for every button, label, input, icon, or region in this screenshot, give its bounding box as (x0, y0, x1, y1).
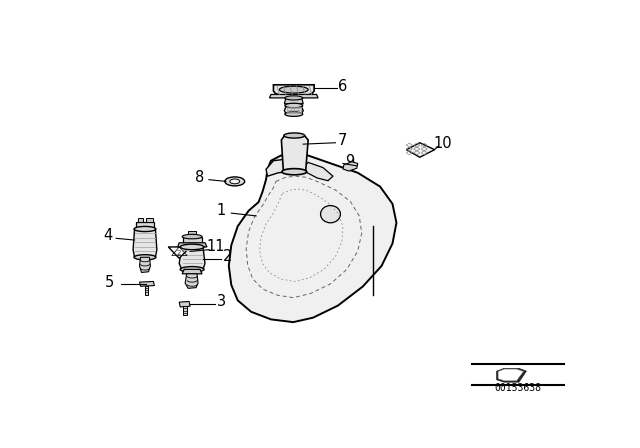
Polygon shape (182, 306, 187, 315)
Polygon shape (138, 218, 143, 222)
Polygon shape (498, 369, 524, 381)
Polygon shape (188, 232, 196, 237)
Text: 8: 8 (195, 170, 205, 185)
Polygon shape (406, 143, 435, 157)
Polygon shape (266, 159, 294, 176)
Polygon shape (284, 106, 303, 114)
Ellipse shape (285, 96, 303, 100)
Polygon shape (133, 229, 157, 257)
Ellipse shape (225, 177, 244, 186)
Ellipse shape (284, 133, 305, 138)
Polygon shape (284, 98, 303, 104)
Polygon shape (136, 222, 154, 229)
Text: 9: 9 (345, 154, 354, 169)
Ellipse shape (182, 234, 202, 239)
Ellipse shape (134, 255, 156, 260)
Ellipse shape (180, 267, 204, 272)
Polygon shape (179, 302, 190, 307)
Text: 2: 2 (177, 250, 181, 256)
Text: 7: 7 (338, 133, 348, 148)
Polygon shape (269, 95, 318, 98)
Polygon shape (185, 274, 198, 289)
Polygon shape (140, 281, 154, 286)
Text: 5: 5 (105, 275, 115, 289)
Polygon shape (182, 269, 202, 274)
Polygon shape (497, 368, 527, 382)
Polygon shape (273, 85, 314, 95)
Ellipse shape (321, 206, 340, 223)
Polygon shape (178, 243, 207, 247)
Ellipse shape (282, 168, 307, 175)
Ellipse shape (180, 244, 204, 250)
Text: 1: 1 (217, 203, 226, 218)
Ellipse shape (280, 86, 308, 93)
Text: 4: 4 (104, 228, 113, 243)
Polygon shape (179, 247, 205, 269)
Text: 10: 10 (434, 136, 452, 151)
Ellipse shape (230, 179, 240, 184)
Text: 6: 6 (339, 79, 348, 94)
Polygon shape (343, 162, 358, 171)
Polygon shape (303, 163, 333, 181)
Ellipse shape (285, 112, 303, 116)
Text: 2: 2 (223, 249, 232, 264)
Text: 00153638: 00153638 (494, 383, 541, 393)
Text: 11: 11 (206, 239, 225, 254)
Polygon shape (140, 257, 150, 272)
Polygon shape (145, 285, 148, 295)
Ellipse shape (134, 226, 156, 232)
Text: 3: 3 (218, 294, 227, 309)
Polygon shape (282, 134, 308, 171)
Polygon shape (229, 154, 396, 322)
Polygon shape (182, 237, 202, 243)
Ellipse shape (285, 103, 303, 108)
Polygon shape (168, 247, 190, 258)
Polygon shape (146, 218, 153, 222)
